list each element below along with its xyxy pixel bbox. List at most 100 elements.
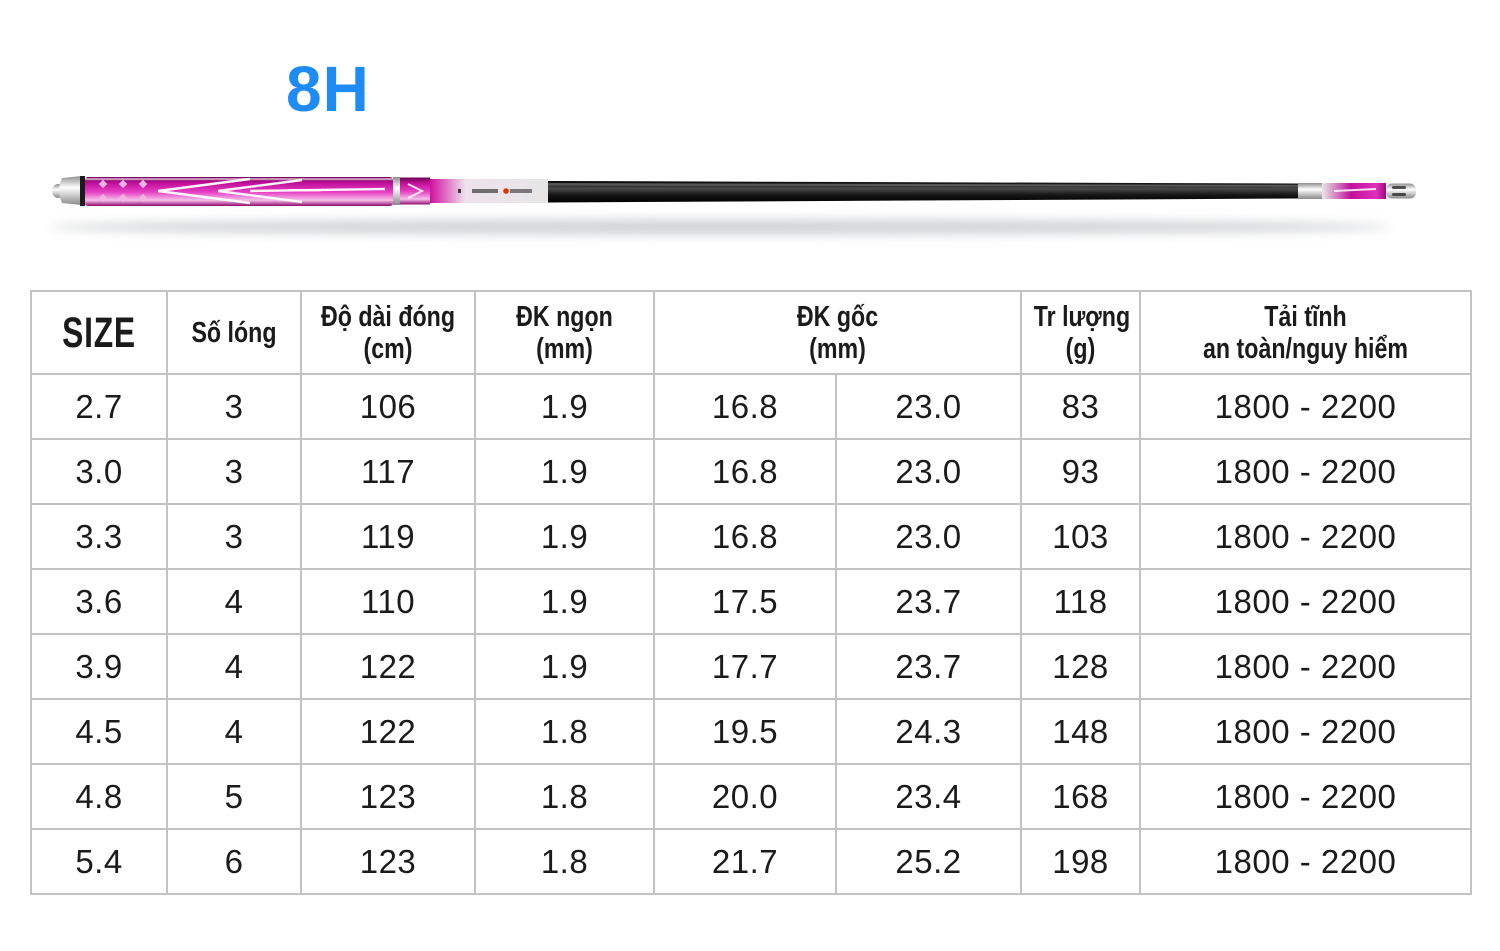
header-unit: (mm): [809, 332, 866, 365]
table-cell: 23.4: [835, 763, 1022, 830]
col-header-tai-tinh: Tải tĩnh an toàn/nguy hiểm: [1139, 290, 1472, 375]
table-cell: 4: [166, 633, 302, 700]
table-cell: 23.0: [835, 438, 1022, 505]
table-cell: 1800 - 2200: [1139, 633, 1472, 700]
table-row: 4.8 5 123 1.8 20.0 23.4 168 1800 - 2200: [30, 763, 1472, 830]
table-cell: 128: [1020, 633, 1141, 700]
table-cell: 4.8: [30, 763, 168, 830]
table-cell: 23.7: [835, 568, 1022, 635]
rod-label-text-marks: [458, 189, 498, 193]
table-cell: 1.8: [474, 763, 655, 830]
rod-butt-cap: [52, 176, 85, 206]
table-cell: 1800 - 2200: [1139, 373, 1472, 440]
table-cell: 122: [300, 698, 476, 765]
table-cell: 23.7: [835, 633, 1022, 700]
spec-table-body: 2.7 3 106 1.9 16.8 23.0 83 1800 - 2200 3.0 3 117 1.…: [30, 373, 1472, 895]
spec-table: SIZE Số lóng Độ dài đóng (cm) ĐK ngọn (m…: [30, 290, 1472, 895]
table-cell: 148: [1020, 698, 1141, 765]
table-cell: 119: [300, 503, 476, 570]
table-cell: 1.8: [474, 828, 655, 895]
rod-collar: [393, 177, 430, 205]
table-cell: 5.4: [30, 828, 168, 895]
table-cell: 17.5: [653, 568, 837, 635]
header-label: ĐK ngọn: [516, 300, 613, 333]
rod-tip-cap: [1386, 183, 1416, 199]
col-header-dk-goc: ĐK gốc (mm): [653, 290, 1022, 375]
header-label: Số lóng: [191, 316, 277, 349]
rod-carbon-body: [548, 181, 1298, 203]
header-label: Độ dài đóng: [320, 300, 456, 333]
table-cell: 117: [300, 438, 476, 505]
rod-label-section: [430, 179, 548, 203]
table-cell: 1800 - 2200: [1139, 568, 1472, 635]
table-cell: 83: [1020, 373, 1141, 440]
col-header-do-dai-dong: Độ dài đóng (cm): [300, 290, 476, 375]
table-cell: 25.2: [835, 828, 1022, 895]
table-cell: 103: [1020, 503, 1141, 570]
table-cell: 6: [166, 828, 302, 895]
table-cell: 93: [1020, 438, 1141, 505]
col-header-so-long: Số lóng: [166, 290, 302, 375]
header-unit: an toàn/nguy hiểm: [1203, 332, 1408, 365]
table-cell: 3: [166, 503, 302, 570]
table-cell: 3.0: [30, 438, 168, 505]
table-cell: 1800 - 2200: [1139, 698, 1472, 765]
header-row: SIZE Số lóng Độ dài đóng (cm) ĐK ngọn (m…: [30, 290, 1472, 375]
rod-tip-print: [1333, 188, 1377, 192]
header-unit: (g): [1065, 332, 1096, 365]
table-cell: 23.0: [835, 373, 1022, 440]
table-cell: 20.0: [653, 763, 837, 830]
header-unit: (cm): [363, 332, 413, 365]
rod-handle-print: [288, 189, 322, 192]
table-cell: 3.3: [30, 503, 168, 570]
table-cell: 168: [1020, 763, 1141, 830]
table-cell: 3.9: [30, 633, 168, 700]
table-row: 4.5 4 122 1.8 19.5 24.3 148 1800 - 2200: [30, 698, 1472, 765]
table-cell: 1.9: [474, 373, 655, 440]
col-header-tr-luong: Tr lượng (g): [1020, 290, 1141, 375]
table-cell: 118: [1020, 568, 1141, 635]
table-cell: 2.7: [30, 373, 168, 440]
table-cell: 3: [166, 438, 302, 505]
table-cell: 23.0: [835, 503, 1022, 570]
table-cell: 122: [300, 633, 476, 700]
header-label: SIZE: [62, 308, 136, 357]
table-cell: 1800 - 2200: [1139, 763, 1472, 830]
table-row: 3.3 3 119 1.9 16.8 23.0 103 1800 - 2200: [30, 503, 1472, 570]
header-label: ĐK gốc: [796, 300, 879, 333]
table-cell: 1.9: [474, 503, 655, 570]
header-unit: (mm): [536, 332, 593, 365]
table-row: 2.7 3 106 1.9 16.8 23.0 83 1800 - 2200: [30, 373, 1472, 440]
table-cell: 1800 - 2200: [1139, 438, 1472, 505]
table-cell: 198: [1020, 828, 1141, 895]
table-cell: 24.3: [835, 698, 1022, 765]
table-cell: 4.5: [30, 698, 168, 765]
col-header-dk-ngon: ĐK ngọn (mm): [474, 290, 655, 375]
col-header-size: SIZE: [30, 290, 168, 375]
table-cell: 16.8: [653, 373, 837, 440]
table-cell: 123: [300, 828, 476, 895]
table-row: 3.9 4 122 1.9 17.7 23.7 128 1800 - 2200: [30, 633, 1472, 700]
table-cell: 3.6: [30, 568, 168, 635]
table-cell: 1.9: [474, 633, 655, 700]
rod-handle: [85, 177, 393, 206]
table-row: 3.0 3 117 1.9 16.8 23.0 93 1800 - 2200: [30, 438, 1472, 505]
header-label: Tr lượng: [1033, 300, 1131, 333]
table-cell: 1800 - 2200: [1139, 828, 1472, 895]
model-title: 8H: [286, 53, 370, 125]
table-cell: 5: [166, 763, 302, 830]
spec-table-header: SIZE Số lóng Độ dài đóng (cm) ĐK ngọn (m…: [30, 290, 1472, 375]
table-cell: 16.8: [653, 503, 837, 570]
table-cell: 4: [166, 698, 302, 765]
fishing-rod-image: [40, 148, 1460, 248]
header-label: Tải tĩnh: [1264, 300, 1347, 333]
table-cell: 106: [300, 373, 476, 440]
table-cell: 16.8: [653, 438, 837, 505]
table-cell: 4: [166, 568, 302, 635]
rod-shadow: [48, 219, 1392, 235]
table-cell: 21.7: [653, 828, 837, 895]
table-cell: 1.8: [474, 698, 655, 765]
table-cell: 17.7: [653, 633, 837, 700]
table-cell: 123: [300, 763, 476, 830]
